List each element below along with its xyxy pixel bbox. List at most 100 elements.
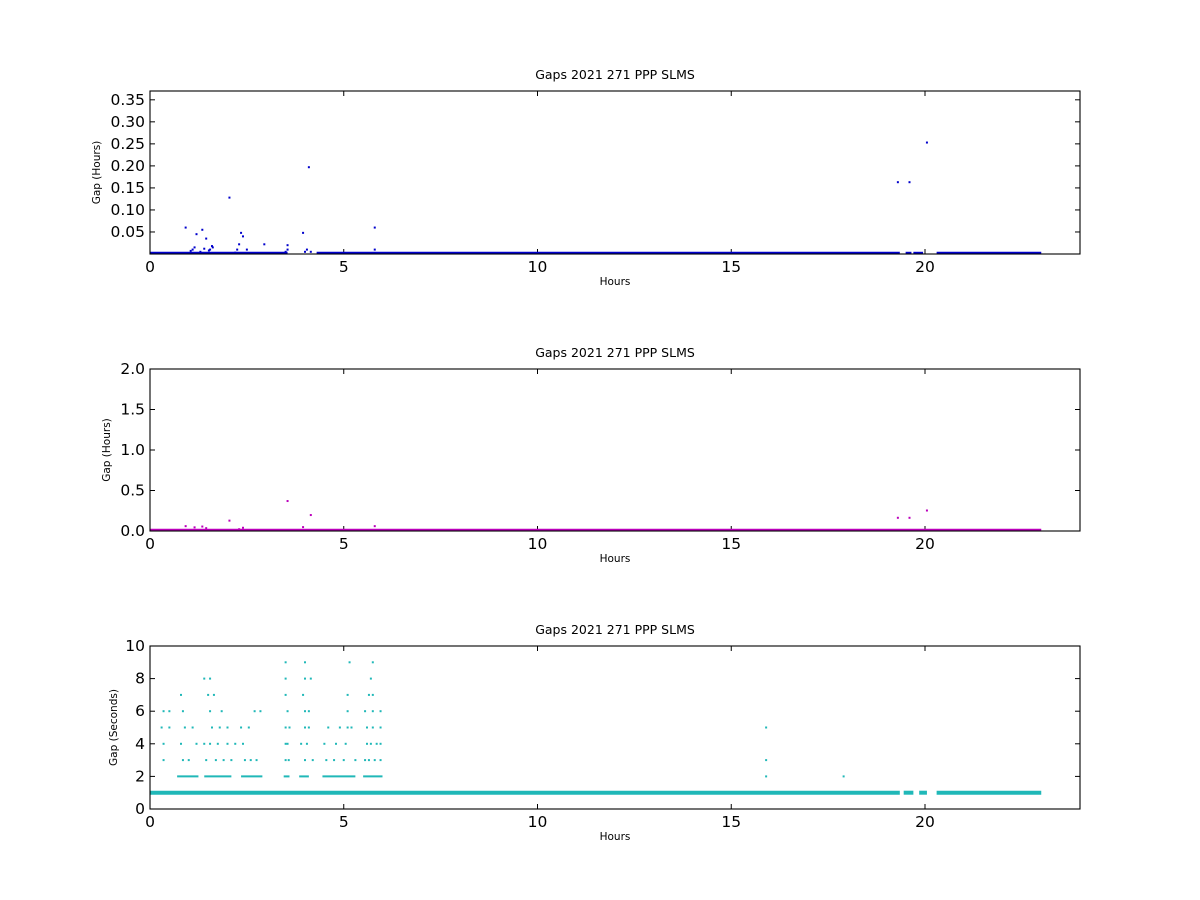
- y-tick-label: 0.05: [110, 223, 145, 241]
- x-axis-label: Hours: [600, 276, 631, 288]
- data-point: [228, 519, 231, 522]
- data-point: [203, 742, 206, 745]
- y-axis-label: Gap (Seconds): [108, 689, 120, 766]
- data-point: [160, 726, 163, 729]
- data-point: [375, 742, 378, 745]
- data-point: [238, 528, 241, 531]
- data-point: [201, 525, 204, 528]
- data-point: [191, 726, 194, 729]
- data-point: [367, 759, 370, 762]
- data-point: [311, 759, 314, 762]
- data-point: [286, 248, 289, 251]
- data-point: [379, 710, 382, 713]
- data-point: [199, 250, 202, 253]
- data-point: [327, 726, 330, 729]
- x-axis-label: Hours: [600, 553, 631, 565]
- data-point: [184, 525, 187, 528]
- data-point: [184, 226, 187, 229]
- data-point: [242, 742, 244, 745]
- y-tick-label: 0.35: [110, 91, 145, 109]
- data-point: [335, 742, 337, 745]
- data-point: [203, 247, 206, 250]
- y-axis-label: Gap (Hours): [101, 418, 113, 482]
- data-point: [243, 759, 246, 762]
- y-tick-label: 0.10: [110, 201, 145, 219]
- data-point: [209, 710, 212, 713]
- data-point: [162, 710, 165, 713]
- data-point: [765, 726, 768, 729]
- data-point: [162, 759, 165, 762]
- data-point: [346, 693, 349, 696]
- data-point: [207, 693, 210, 696]
- x-tick-label: 10: [528, 258, 548, 276]
- x-tick-label: 10: [528, 813, 548, 831]
- x-tick-label: 15: [721, 535, 741, 553]
- data-point: [180, 693, 182, 696]
- data-point: [284, 726, 287, 729]
- data-point: [211, 726, 213, 729]
- plot-area: [150, 141, 1042, 254]
- data-point: [344, 742, 347, 745]
- data-point: [201, 228, 204, 231]
- data-point: [287, 759, 290, 762]
- y-tick-label: 1.5: [120, 401, 145, 419]
- data-point: [218, 726, 221, 729]
- data-point: [350, 726, 353, 729]
- x-tick-label: 20: [915, 813, 935, 831]
- data-point: [226, 726, 229, 729]
- data-point: [240, 231, 243, 234]
- data-point: [255, 759, 258, 762]
- data-point: [284, 693, 287, 696]
- data-point: [249, 759, 252, 762]
- data-point: [369, 742, 372, 745]
- x-tick-label: 5: [339, 813, 349, 831]
- data-point: [364, 759, 367, 762]
- data-point: [187, 759, 190, 762]
- data-point: [286, 244, 289, 247]
- data-point: [379, 742, 382, 745]
- x-tick-label: 15: [721, 813, 741, 831]
- data-point: [284, 661, 287, 664]
- data-point: [304, 661, 306, 664]
- data-point: [193, 246, 196, 249]
- x-tick-label: 20: [915, 258, 935, 276]
- x-tick-label: 15: [721, 258, 741, 276]
- y-tick-label: 2.0: [120, 360, 145, 378]
- x-tick-label: 10: [528, 535, 548, 553]
- data-point: [371, 693, 374, 696]
- data-point: [284, 759, 287, 762]
- data-point: [230, 759, 233, 762]
- data-point: [302, 231, 305, 234]
- data-point: [286, 500, 289, 503]
- chart-title: Gaps 2021 271 PPP SLMS: [535, 67, 695, 82]
- data-point: [307, 710, 310, 713]
- data-point: [238, 243, 241, 246]
- data-point: [234, 251, 237, 254]
- data-point: [209, 248, 212, 251]
- gap-seconds-chart-bottom: Gaps 2021 271 PPP SLMS Hours Gap (Seconds)…: [108, 622, 1081, 843]
- data-point: [346, 726, 349, 729]
- data-point: [367, 693, 370, 696]
- data-point: [348, 661, 351, 664]
- data-point: [247, 726, 250, 729]
- data-point: [162, 742, 165, 745]
- data-point: [207, 249, 210, 252]
- data-point: [373, 226, 376, 229]
- data-point: [302, 526, 305, 529]
- x-tick-label: 5: [339, 535, 349, 553]
- chart-title: Gaps 2021 271 PPP SLMS: [535, 345, 695, 360]
- data-point: [203, 677, 206, 680]
- y-tick-label: 4: [135, 735, 145, 753]
- gap-hours-chart-middle: Gaps 2021 271 PPP SLMS Hours Gap (Hours) 0 5…: [101, 345, 1081, 565]
- x-tick-label: 5: [339, 258, 349, 276]
- data-point: [373, 525, 376, 528]
- gap-hours-chart-top: Gaps 2021 271 PPP SLMS Hours Gap (Hours) 0 5…: [91, 67, 1081, 288]
- data-point: [209, 677, 212, 680]
- data-point: [338, 726, 341, 729]
- data-point: [765, 759, 768, 762]
- data-point: [211, 245, 213, 248]
- data-point: [226, 742, 229, 745]
- plot-frame: [149, 90, 1081, 255]
- data-point: [189, 249, 192, 252]
- y-tick-label: 0.5: [120, 482, 145, 500]
